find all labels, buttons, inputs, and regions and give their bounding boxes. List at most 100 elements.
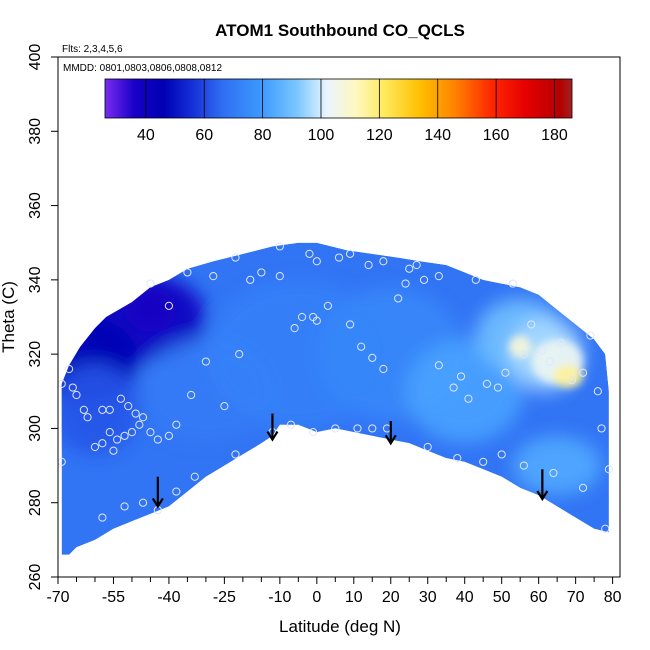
observation-point xyxy=(105,428,114,437)
observation-point xyxy=(604,465,614,474)
observation-point xyxy=(601,524,610,533)
observation-point xyxy=(312,316,321,325)
observation-point xyxy=(578,483,588,492)
observation-point xyxy=(190,472,199,481)
observation-point xyxy=(290,324,299,333)
observation-point xyxy=(201,357,210,366)
observation-point xyxy=(116,394,125,403)
colorbar-tick-label: 120 xyxy=(366,127,393,144)
observation-point xyxy=(567,376,577,385)
colorbar-tick-label: 60 xyxy=(195,127,213,144)
y-tick-label: 280 xyxy=(27,489,44,516)
trend-arrow-head xyxy=(151,497,164,509)
field-hotspots xyxy=(509,335,584,388)
observation-point xyxy=(345,249,355,258)
observation-point xyxy=(538,346,547,355)
x-tick-label: 20 xyxy=(382,589,400,606)
observation-point xyxy=(68,383,77,392)
y-tick-label: 260 xyxy=(27,564,44,591)
observation-point xyxy=(109,446,118,455)
observation-point xyxy=(419,275,429,284)
observation-point xyxy=(153,435,162,444)
observation-point xyxy=(138,413,148,422)
observation-point xyxy=(508,279,517,288)
trend-arrow-head xyxy=(266,430,279,442)
observation-point xyxy=(482,379,491,388)
observation-point xyxy=(434,272,443,281)
x-tick-label: 30 xyxy=(419,589,437,606)
observation-point xyxy=(305,249,314,258)
field-feature xyxy=(61,365,140,455)
observation-point xyxy=(231,450,240,459)
observation-point xyxy=(423,442,432,452)
x-tick-label: 10 xyxy=(345,589,363,606)
colorbar-gradient xyxy=(104,78,573,119)
y-axis: 260 280 300 320 340 360 380 400 xyxy=(27,44,58,591)
observation-point xyxy=(449,383,458,392)
x-axis: -70 -55 -40 -25 -10 0 10 20 30 40 50 60 70 80 xyxy=(46,577,622,606)
observation-point xyxy=(479,457,488,466)
observation-point xyxy=(235,350,244,359)
field-feature xyxy=(509,335,532,358)
observation-point xyxy=(357,342,366,351)
observation-point xyxy=(72,390,81,400)
x-tick-label: 0 xyxy=(312,589,321,606)
plot-frame xyxy=(57,56,621,578)
observation-point xyxy=(345,320,355,329)
observation-point xyxy=(586,331,595,340)
observation-point xyxy=(519,461,528,470)
observation-point xyxy=(164,431,174,440)
observation-point xyxy=(364,260,373,270)
colorbar-tick-label: 80 xyxy=(254,127,272,144)
observation-point xyxy=(135,420,144,429)
observation-point xyxy=(434,361,443,370)
observation-point xyxy=(405,264,414,273)
trend-arrows xyxy=(151,413,549,509)
colorbar-tick-label: 160 xyxy=(483,127,510,144)
colorbar-tick-label: 100 xyxy=(308,127,335,144)
observation-point xyxy=(412,260,421,270)
flights-note: Flts: 2,3,4,5,6 xyxy=(62,44,123,55)
observation-point xyxy=(471,275,480,284)
observation-point xyxy=(120,502,129,511)
observation-point xyxy=(209,272,218,281)
y-tick-label: 380 xyxy=(27,118,44,145)
observation-point xyxy=(246,275,255,284)
observation-point xyxy=(578,368,588,377)
x-tick-label: -55 xyxy=(102,589,125,606)
observation-point xyxy=(220,402,229,411)
x-tick-label: 50 xyxy=(493,589,511,606)
observation-point xyxy=(90,442,100,452)
observation-point xyxy=(379,364,388,374)
x-tick-label: 40 xyxy=(456,589,474,606)
observation-point xyxy=(556,338,565,348)
observation-point xyxy=(172,487,181,496)
observation-point xyxy=(124,402,133,411)
x-tick-label: -70 xyxy=(46,589,69,606)
observation-point xyxy=(353,424,362,433)
observation-point xyxy=(331,424,340,433)
x-tick-label: -40 xyxy=(157,589,180,606)
x-tick-label: 80 xyxy=(604,589,622,606)
chart-title: ATOM1 Southbound CO_QCLS xyxy=(215,21,465,40)
observation-point xyxy=(231,253,240,262)
trend-arrow xyxy=(536,469,549,502)
y-tick-label: 340 xyxy=(27,266,44,293)
observation-point xyxy=(493,383,503,392)
observation-point xyxy=(183,268,192,277)
observation-point xyxy=(146,428,155,437)
observation-point xyxy=(127,428,137,437)
observation-point xyxy=(312,257,321,266)
trend-arrow-head xyxy=(384,434,397,446)
observation-point xyxy=(138,498,148,507)
observation-point xyxy=(120,431,129,440)
observation-point xyxy=(146,279,155,288)
x-tick-label: 70 xyxy=(567,589,585,606)
observation-point xyxy=(597,424,606,433)
observation-point xyxy=(394,294,403,303)
colorbar-tick-label: 180 xyxy=(541,127,568,144)
observation-point xyxy=(368,353,377,362)
observation-point xyxy=(275,242,284,251)
y-tick-label: 400 xyxy=(27,44,44,71)
